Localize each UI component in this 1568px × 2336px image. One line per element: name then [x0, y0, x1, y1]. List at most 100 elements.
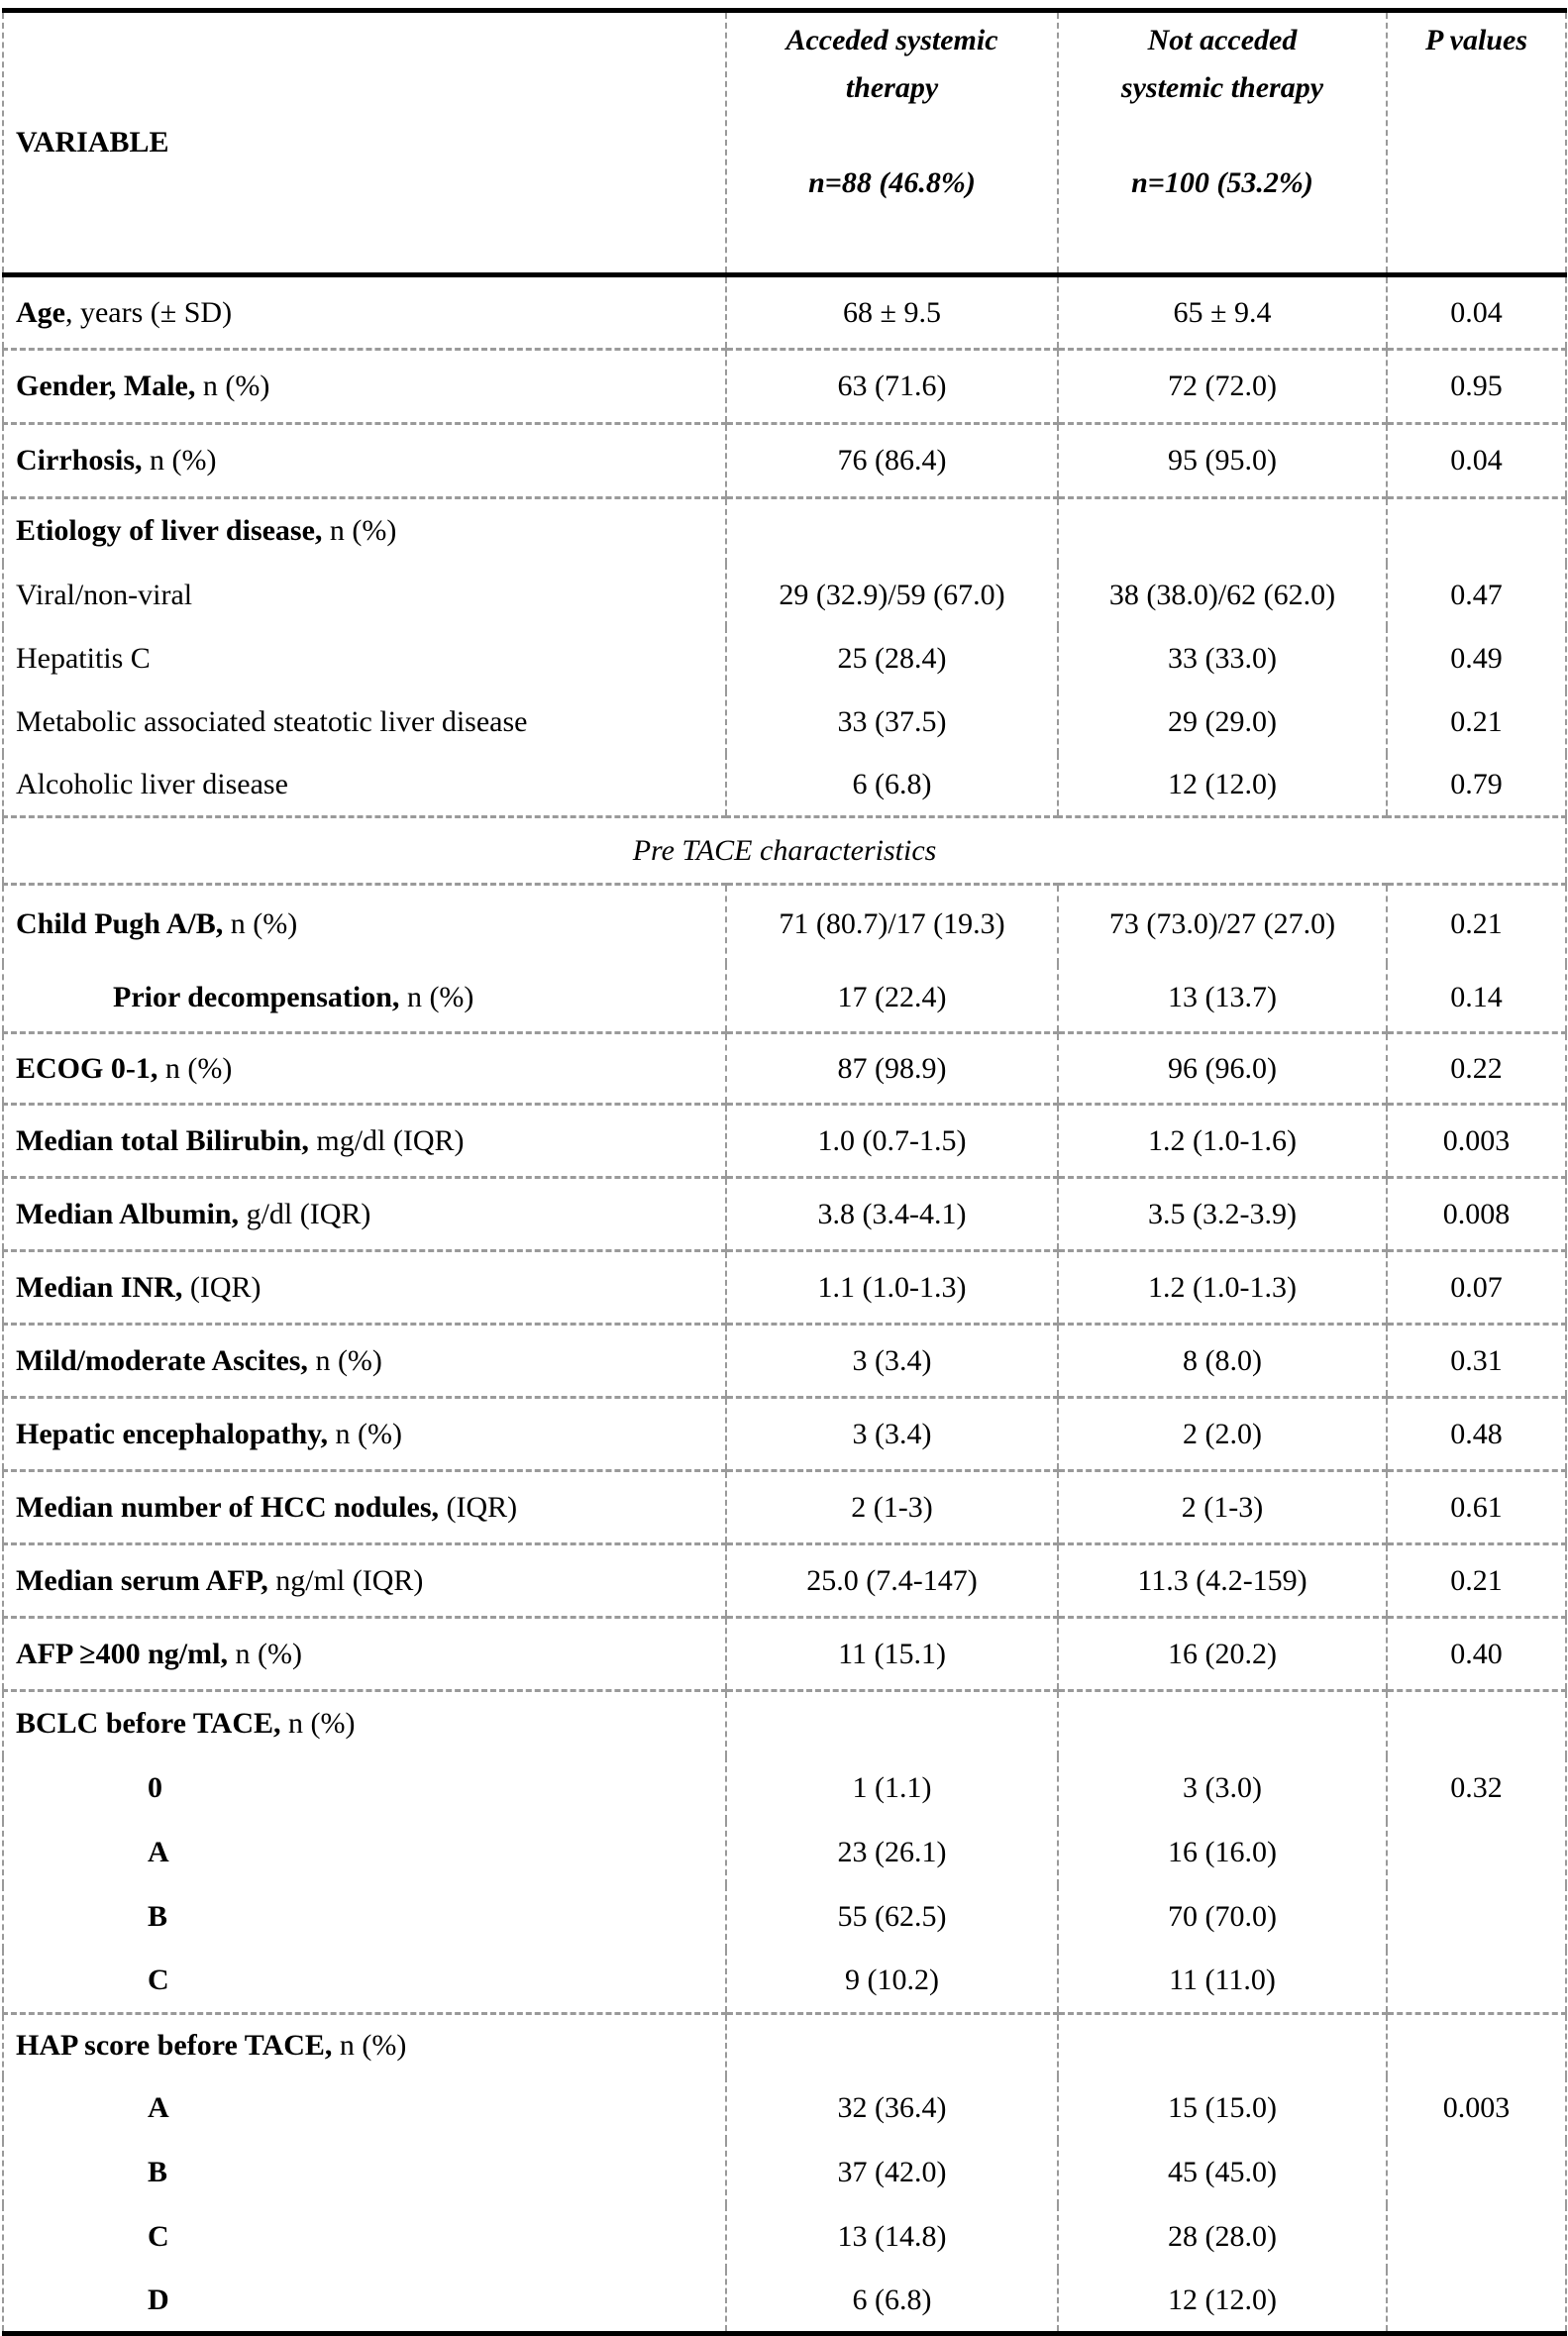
variable-label-unit: g/dl (IQR) — [239, 1197, 371, 1230]
variable-label: Median number of HCC nodules, (IQR) — [2, 1469, 727, 1544]
header-variable: VARIABLE — [2, 8, 727, 277]
variable-label-bold: Gender, Male, — [16, 370, 196, 402]
variable-label: Hepatitis C — [2, 626, 727, 690]
variable-label: Etiology of liver disease, n (%) — [2, 496, 727, 564]
header-acceded-line: Acceded systemic — [785, 24, 998, 56]
acceded-value: 33 (37.5) — [725, 690, 1059, 754]
variable-label: B — [2, 1884, 727, 1950]
variable-label: Age, years (± SD) — [2, 273, 727, 350]
p-value: 0.21 — [1386, 1542, 1567, 1618]
p-value: 0.008 — [1386, 1176, 1567, 1251]
variable-label: Prior decompensation, n (%) — [2, 963, 727, 1033]
variable-label: Hepatic encephalopathy, n (%) — [2, 1396, 727, 1471]
header-spacer — [1071, 112, 1374, 159]
acceded-value: 25 (28.4) — [725, 626, 1059, 690]
table-row: C 13 (14.8) 28 (28.0) — [2, 2204, 1567, 2270]
not-acceded-value: 2 (2.0) — [1057, 1396, 1388, 1471]
variable-label: ECOG 0-1, n (%) — [2, 1031, 727, 1105]
p-value: 0.04 — [1386, 422, 1567, 498]
p-value: 0.07 — [1386, 1249, 1567, 1325]
variable-label: C — [2, 2204, 727, 2270]
not-acceded-value: 1.2 (1.0-1.6) — [1057, 1103, 1388, 1178]
variable-label: Cirrhosis, n (%) — [2, 422, 727, 498]
not-acceded-value: 16 (20.2) — [1057, 1616, 1388, 1691]
acceded-value: 23 (26.1) — [725, 1820, 1059, 1885]
acceded-value — [725, 2012, 1059, 2076]
table-row: Alcoholic liver disease 6 (6.8) 12 (12.0) 0… — [2, 753, 1567, 817]
table-header-row: VARIABLE Acceded systemic therapy n=88 (… — [2, 8, 1567, 277]
table-row: Mild/moderate Ascites, n (%) 3 (3.4) 8 (8.… — [2, 1323, 1567, 1398]
variable-label-unit: (IQR) — [439, 1490, 518, 1524]
p-value: 0.47 — [1386, 563, 1567, 627]
variable-label-bold: AFP ≥400 ng/ml, — [16, 1637, 228, 1670]
variable-label: A — [2, 2075, 727, 2141]
p-value — [1386, 1884, 1567, 1950]
not-acceded-value: 12 (12.0) — [1057, 753, 1388, 817]
not-acceded-value: 15 (15.0) — [1057, 2075, 1388, 2141]
not-acceded-value: 11.3 (4.2-159) — [1057, 1542, 1388, 1618]
acceded-value: 76 (86.4) — [725, 422, 1059, 498]
not-acceded-value: 13 (13.7) — [1057, 963, 1388, 1033]
baseline-characteristics-table-wrapper: VARIABLE Acceded systemic therapy n=88 (… — [2, 8, 1567, 2336]
p-value: 0.79 — [1386, 753, 1567, 817]
header-spacer — [739, 112, 1045, 159]
variable-label: Child Pugh A/B, n (%) — [2, 883, 727, 964]
variable-label-unit: Alcoholic liver disease — [16, 767, 288, 800]
table-row: Pre TACE characteristics — [2, 815, 1567, 885]
table-row: BCLC before TACE, n (%) — [2, 1689, 1567, 1756]
acceded-value: 1.1 (1.0-1.3) — [725, 1249, 1059, 1325]
table-row: Viral/non-viral 29 (32.9)/59 (67.0) 38 (38… — [2, 563, 1567, 627]
variable-label-unit: n (%) — [322, 514, 397, 548]
not-acceded-value: 1.2 (1.0-1.3) — [1057, 1249, 1388, 1325]
table-row: AFP ≥400 ng/ml, n (%) 11 (15.1) 16 (20.2) 0… — [2, 1616, 1567, 1691]
header-not-acceded-line: Not acceded — [1147, 24, 1298, 56]
table-row: Hepatitis C 25 (28.4) 33 (33.0) 0.49 — [2, 626, 1567, 690]
table-row: Median INR, (IQR) 1.1 (1.0-1.3) 1.2 (1.0-1… — [2, 1249, 1567, 1325]
acceded-value: 3.8 (3.4-4.1) — [725, 1176, 1059, 1251]
table-row: B 37 (42.0) 45 (45.0) — [2, 2140, 1567, 2205]
p-value: 0.003 — [1386, 1103, 1567, 1178]
variable-label-bold: C — [148, 2220, 169, 2253]
p-value: 0.22 — [1386, 1031, 1567, 1105]
p-value — [1386, 2012, 1567, 2076]
acceded-value: 87 (98.9) — [725, 1031, 1059, 1105]
table-row: A 23 (26.1) 16 (16.0) — [2, 1820, 1567, 1885]
p-value — [1386, 1820, 1567, 1885]
acceded-value: 2 (1-3) — [725, 1469, 1059, 1544]
acceded-value: 71 (80.7)/17 (19.3) — [725, 883, 1059, 964]
not-acceded-value: 33 (33.0) — [1057, 626, 1388, 690]
variable-label-bold: Median number of HCC nodules, — [16, 1490, 440, 1524]
baseline-characteristics-table: VARIABLE Acceded systemic therapy n=88 (… — [2, 8, 1567, 2336]
acceded-value: 11 (15.1) — [725, 1616, 1059, 1691]
table-body: Age, years (± SD) 68 ± 9.5 65 ± 9.4 0.04 Gen… — [2, 273, 1567, 2336]
acceded-value: 29 (32.9)/59 (67.0) — [725, 563, 1059, 627]
variable-label-unit: n (%) — [328, 1417, 402, 1450]
variable-label-bold: Median serum AFP, — [16, 1563, 268, 1597]
acceded-value: 37 (42.0) — [725, 2140, 1059, 2205]
variable-label-bold: Hepatic encephalopathy, — [16, 1417, 329, 1450]
table-row: HAP score before TACE, n (%) — [2, 2012, 1567, 2076]
variable-label: Alcoholic liver disease — [2, 753, 727, 817]
header-not-acceded-line: systemic therapy — [1120, 71, 1324, 104]
acceded-value — [725, 496, 1059, 564]
variable-label: D — [2, 2269, 727, 2336]
variable-label: C — [2, 1949, 727, 2014]
header-acceded-line: therapy — [845, 71, 939, 104]
variable-label-bold: Median INR, — [16, 1270, 183, 1304]
variable-label-unit: n (%) — [332, 2028, 407, 2062]
variable-label-unit: Metabolic associated steatotic liver dis… — [16, 704, 528, 738]
variable-label: Median INR, (IQR) — [2, 1249, 727, 1325]
acceded-value — [725, 1689, 1059, 1756]
table-row: Cirrhosis, n (%) 76 (86.4) 95 (95.0) 0.04 — [2, 422, 1567, 498]
variable-label: HAP score before TACE, n (%) — [2, 2012, 727, 2076]
variable-label-unit: Viral/non-viral — [16, 578, 193, 611]
acceded-value: 63 (71.6) — [725, 348, 1059, 424]
table-row: Median total Bilirubin, mg/dl (IQR) 1.0 (… — [2, 1103, 1567, 1178]
not-acceded-value — [1057, 496, 1388, 564]
p-value: 0.95 — [1386, 348, 1567, 424]
p-value: 0.31 — [1386, 1323, 1567, 1398]
variable-label-bold: A — [148, 2091, 169, 2124]
variable-label-unit: n (%) — [195, 370, 270, 402]
acceded-value: 1.0 (0.7-1.5) — [725, 1103, 1059, 1178]
variable-label-unit: ng/ml (IQR) — [267, 1563, 424, 1597]
